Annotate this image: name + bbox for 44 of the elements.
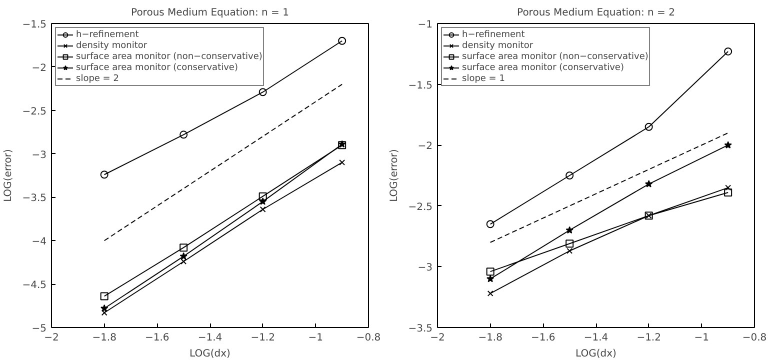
legend-label: surface area monitor (conservative) [462, 62, 624, 73]
y-tick-label: −1.5 [22, 20, 47, 30]
x-tick-label: −1 [694, 332, 710, 344]
x-axis-title: LOG(dx) [576, 348, 617, 360]
x-tick-label: −1.2 [250, 332, 275, 344]
legend-label: surface area monitor (conservative) [76, 62, 238, 73]
y-tick-label: −3 [32, 150, 47, 161]
y-tick-label: −2 [418, 141, 433, 152]
x-tick-label: −1.2 [636, 332, 661, 344]
x-tick-label: −1 [308, 332, 324, 344]
x-tick-label: −2 [430, 332, 445, 344]
x-tick-label: −1.6 [145, 332, 170, 344]
y-tick-label: −2.5 [22, 106, 47, 118]
x-tick-label: −1.6 [531, 332, 556, 344]
legend-label: surface area monitor (non−conservative) [76, 51, 262, 62]
x-tick-label: −0.8 [356, 332, 381, 344]
y-axis-title: LOG(error) [389, 148, 400, 202]
y-tick-label: −3 [418, 262, 433, 274]
y-tick-label: −1.5 [408, 80, 433, 92]
legend-label: surface area monitor (non−conservative) [462, 51, 648, 62]
y-tick-label: −4.5 [22, 280, 47, 292]
y-tick-label: −1 [418, 20, 433, 30]
y-axis-title: LOG(error) [3, 148, 14, 202]
y-tick-label: −2 [32, 62, 47, 74]
y-tick-label: −5 [32, 324, 47, 334]
legend-label: slope = 1 [462, 73, 505, 84]
y-tick-label: −2.5 [408, 202, 433, 213]
y-tick-label: −3.5 [22, 193, 47, 204]
x-tick-label: −2 [44, 332, 59, 344]
y-tick-label: −4 [32, 236, 47, 248]
x-tick-label: −1.8 [92, 332, 116, 344]
chart-title: Porous Medium Equation: n = 1 [131, 8, 289, 18]
legend-label: slope = 2 [76, 73, 119, 84]
x-tick-label: −1.8 [478, 332, 502, 344]
y-tick-label: −3.5 [408, 324, 433, 334]
legend-label: h−refinement [76, 29, 139, 40]
legend-label: h−refinement [462, 29, 525, 40]
chart-title: Porous Medium Equation: n = 2 [517, 8, 675, 18]
legend-label: density monitor [462, 40, 534, 51]
x-tick-label: −1.4 [584, 332, 608, 344]
x-axis-title: LOG(dx) [190, 348, 231, 360]
legend-label: density monitor [76, 40, 148, 51]
x-tick-label: −1.4 [198, 332, 222, 344]
x-tick-label: −0.8 [742, 332, 767, 344]
